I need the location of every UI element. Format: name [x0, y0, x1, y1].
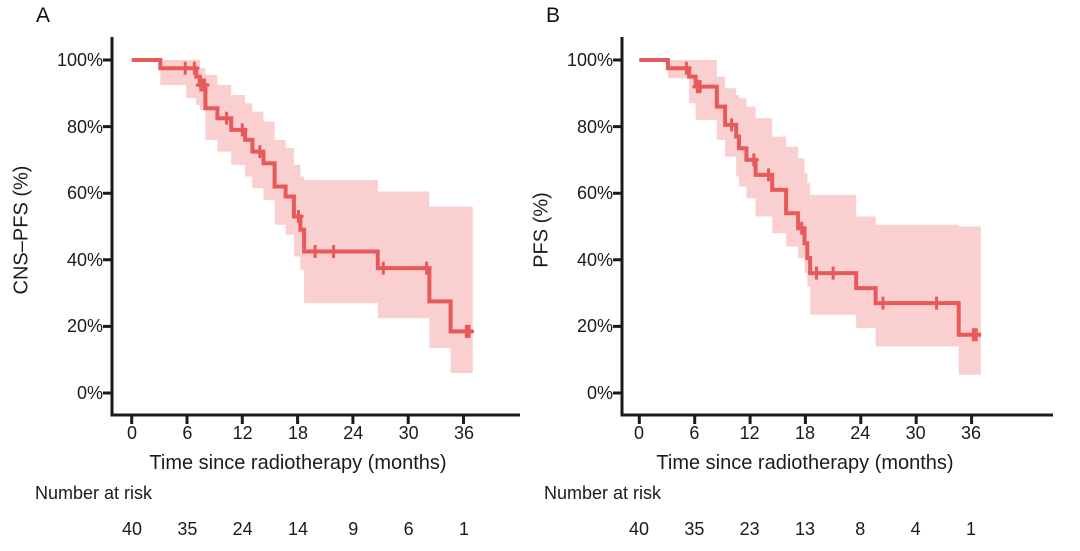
risk-count: 40	[628, 519, 650, 539]
x-tick-label: 12	[232, 423, 253, 443]
panel-a-x-axis-title: Time since radiotherapy (months)	[149, 452, 447, 474]
x-tick-label: 30	[398, 423, 419, 443]
y-tick-label: 20%	[576, 316, 613, 337]
y-tick-label: 40%	[576, 249, 613, 270]
x-tick-label: 18	[794, 423, 815, 443]
x-tick-label: 18	[287, 423, 308, 443]
risk-count: 6	[403, 519, 414, 539]
panel-b-letter: B	[546, 4, 561, 27]
risk-count: 4	[910, 519, 921, 539]
x-tick-label: 12	[739, 423, 760, 443]
censor-marks	[180, 61, 474, 338]
x-tick-label: 0	[633, 423, 644, 443]
panel-a-y-tick-labels: 100% 80% 60% 40% 20% 0%	[39, 50, 103, 403]
risk-count: 13	[794, 519, 815, 539]
y-tick-label: 20%	[66, 316, 103, 337]
panel-a-letter: A	[36, 4, 51, 27]
axis-lines	[620, 37, 1053, 417]
axis-ticks	[103, 58, 465, 424]
risk-count: 8	[855, 519, 866, 539]
panel-a-number-at-risk-label: Number at risk	[35, 483, 153, 503]
y-tick-label: 0%	[76, 382, 103, 403]
risk-count: 35	[684, 519, 705, 539]
panel-b-number-at-risk-label: Number at risk	[544, 483, 662, 503]
risk-count: 14	[287, 519, 308, 539]
y-tick-label: 0%	[586, 382, 613, 403]
x-tick-label: 36	[453, 423, 474, 443]
x-tick-label: 0	[126, 423, 137, 443]
risk-count: 35	[177, 519, 198, 539]
y-tick-label: 100%	[566, 50, 613, 70]
y-tick-label: 60%	[576, 183, 613, 204]
panel-a-y-axis-title: CNS–PFS (%)	[10, 165, 33, 295]
panel-b-x-tick-labels: 0 6 12 18 24 30 36	[614, 423, 996, 443]
risk-count: 40	[121, 519, 143, 539]
censor-marks	[681, 61, 982, 342]
axis-lines	[110, 37, 520, 417]
risk-count: 9	[348, 519, 359, 539]
confidence-band	[160, 60, 473, 373]
y-tick-label: 80%	[66, 116, 103, 137]
risk-count: 1	[458, 519, 469, 539]
y-tick-label: 100%	[56, 50, 103, 70]
panel-a-x-tick-labels: 0 6 12 18 24 30 36	[107, 423, 489, 443]
panel-b-x-axis-title: Time since radiotherapy (months)	[656, 452, 954, 474]
x-tick-label: 36	[960, 423, 981, 443]
risk-count: 23	[739, 519, 760, 539]
x-tick-label: 6	[182, 423, 193, 443]
x-tick-label: 24	[850, 423, 871, 443]
risk-count: 1	[965, 519, 976, 539]
x-tick-label: 24	[343, 423, 364, 443]
x-tick-label: 6	[689, 423, 700, 443]
y-tick-label: 80%	[576, 116, 613, 137]
axis-ticks	[613, 58, 974, 424]
risk-count: 24	[232, 519, 253, 539]
panel-b-number-at-risk-row: 40 35 23 13 8 4 1	[614, 519, 996, 539]
confidence-band	[667, 60, 981, 375]
y-tick-label: 40%	[66, 249, 103, 270]
x-tick-label: 30	[905, 423, 926, 443]
panel-a-number-at-risk-row: 40 35 24 14 9 6 1	[107, 519, 489, 539]
y-tick-label: 60%	[66, 183, 103, 204]
panel-b-y-tick-labels: 100% 80% 60% 40% 20% 0%	[549, 50, 613, 403]
